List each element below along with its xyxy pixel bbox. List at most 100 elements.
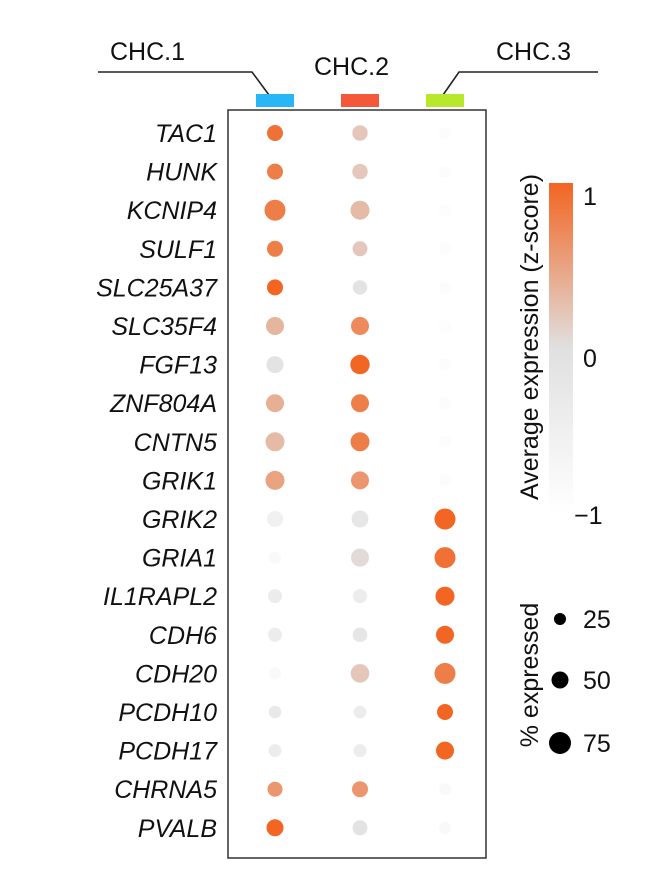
dot-mark — [264, 199, 286, 221]
gene-label: PVALB — [138, 815, 217, 843]
dot-mark — [352, 241, 368, 257]
dot-mark — [266, 356, 284, 374]
dot-mark — [268, 705, 282, 719]
dot-mark — [352, 125, 368, 141]
dot-mark — [353, 705, 367, 719]
dot-mark — [267, 163, 283, 180]
gene-label: CDH20 — [135, 660, 217, 688]
dot-mark — [436, 741, 454, 760]
plot-frame — [227, 109, 487, 859]
dot-mark — [351, 317, 369, 335]
dot-mark — [434, 547, 456, 569]
dot-mark — [265, 432, 285, 452]
cluster-3-leader-line — [442, 71, 598, 96]
cluster-1-color-bar — [256, 94, 294, 107]
dot-mark — [435, 586, 455, 606]
cluster-2-label: CHC.2 — [314, 53, 389, 81]
dot-mark — [439, 127, 451, 139]
gene-label: PCDH10 — [118, 699, 217, 727]
size-legend-title: % expressed — [516, 603, 544, 748]
color-tick-mid: 0 — [583, 345, 597, 373]
dot-mark — [265, 470, 285, 490]
dot-mark — [350, 354, 370, 375]
size-legend-label: 25 — [583, 606, 611, 634]
gene-label: KCNIP4 — [127, 197, 217, 225]
cluster-2-color-bar — [341, 94, 379, 107]
dot-mark — [267, 781, 283, 797]
dot-mark — [352, 820, 368, 836]
dot-mark — [350, 664, 370, 683]
color-tick-min: −1 — [574, 502, 603, 530]
dot-mark — [267, 279, 283, 296]
dot-mark — [268, 589, 282, 604]
dot-mark — [352, 627, 368, 643]
dot-mark — [439, 783, 451, 796]
dot-mark — [434, 662, 456, 684]
cluster-header: CHC.1 CHC.2 CHC.3 — [98, 38, 598, 107]
dot-mark — [350, 200, 370, 220]
gene-label: IL1RAPL2 — [103, 583, 217, 611]
dot-mark — [266, 317, 284, 335]
dot-mark — [352, 781, 368, 798]
dot-mark — [439, 242, 451, 255]
dot-mark — [439, 358, 451, 371]
gene-label: GRIK1 — [142, 467, 217, 495]
color-tick-max: 1 — [583, 183, 597, 211]
gene-label: GRIA1 — [142, 545, 217, 573]
size-legend-label: 75 — [583, 730, 611, 758]
gene-label: CHRNA5 — [114, 776, 217, 804]
dot-mark — [267, 511, 283, 527]
dot-marks — [264, 125, 456, 837]
dot-mark — [439, 435, 451, 448]
dot-mark — [439, 204, 451, 217]
dot-mark — [267, 240, 283, 257]
gene-label: TAC1 — [155, 120, 217, 148]
cluster-1-leader-line — [98, 71, 270, 96]
gene-label: CNTN5 — [134, 429, 217, 457]
gene-label: GRIK2 — [142, 506, 217, 534]
dot-mark — [269, 551, 281, 564]
size-legend: % expressed 25 50 75 — [516, 603, 611, 758]
dot-mark — [269, 667, 281, 680]
dot-mark — [439, 165, 451, 178]
gene-labels: TAC1 HUNK KCNIP4 SULF1 SLC25A37 SLC35F4 FGF13 Z… — [96, 120, 218, 843]
gene-label: PCDH17 — [118, 738, 218, 766]
dot-mark — [353, 744, 367, 758]
dot-mark — [439, 397, 451, 410]
dot-mark — [436, 625, 454, 644]
dot-mark — [439, 281, 451, 294]
dot-mark — [351, 510, 369, 528]
color-gradient-bar — [549, 183, 573, 513]
color-legend-title: Average expression (z-score) — [516, 174, 544, 500]
dot-mark — [266, 394, 284, 413]
cluster-3-label: CHC.3 — [496, 38, 571, 66]
dot-mark — [352, 280, 368, 295]
dot-mark — [353, 589, 367, 604]
dot-mark — [266, 819, 284, 837]
dot-mark — [439, 474, 451, 487]
gene-label: SLC35F4 — [111, 313, 217, 341]
cluster-1-label: CHC.1 — [110, 38, 185, 66]
dot-mark — [439, 320, 451, 332]
size-legend-label: 50 — [583, 667, 611, 695]
gene-label: CDH6 — [149, 622, 217, 650]
dot-mark — [434, 508, 456, 530]
dot-mark — [267, 125, 283, 141]
size-legend-dot — [554, 613, 566, 625]
dot-mark — [351, 548, 369, 567]
dot-mark — [351, 471, 369, 490]
size-legend-dot — [551, 671, 569, 689]
dot-mark — [439, 821, 451, 834]
dot-mark — [351, 394, 369, 413]
gene-label: HUNK — [146, 159, 218, 187]
dot-mark — [352, 163, 368, 180]
dot-mark — [350, 432, 370, 452]
size-legend-dot — [549, 732, 571, 754]
gene-label: ZNF804A — [109, 390, 217, 418]
gene-label: FGF13 — [139, 352, 217, 380]
cluster-3-color-bar — [426, 94, 464, 107]
dot-mark — [268, 744, 282, 758]
dot-mark — [268, 627, 282, 642]
